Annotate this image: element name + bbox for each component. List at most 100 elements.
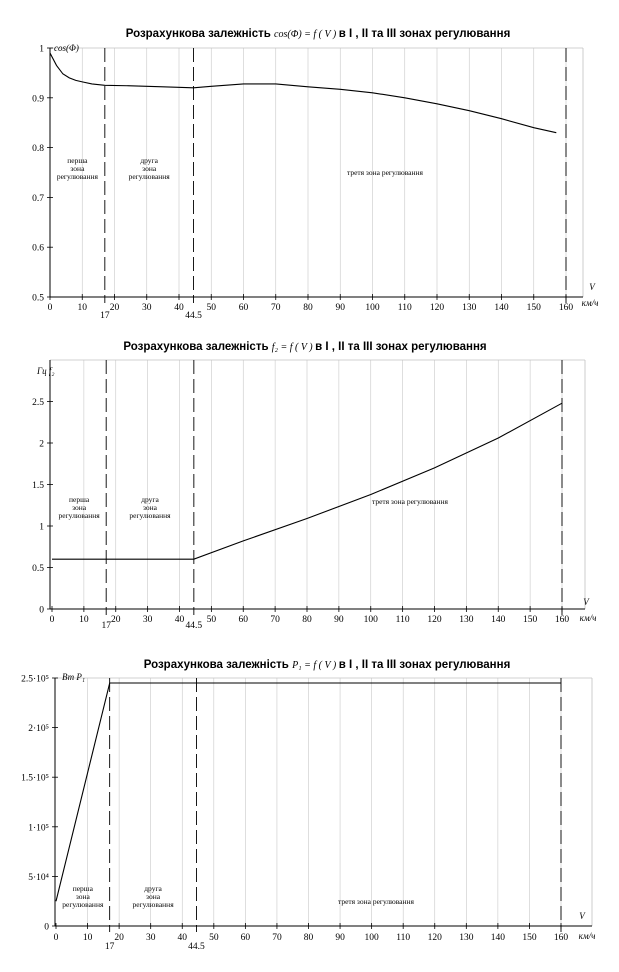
zone-label-line: друга	[144, 884, 162, 893]
zone-label-line: перша	[73, 884, 94, 893]
x-tick-label: 100	[365, 933, 380, 943]
series-line	[52, 402, 563, 560]
boundary-label: 44.5	[188, 942, 205, 952]
zone-label-line: зона	[70, 164, 85, 173]
chart-p1: Розрахункова залежність P₁ = f ( V ) в І…	[0, 640, 619, 972]
chart-title: Розрахункова залежність cos(Φ) = f ( V )…	[126, 28, 511, 40]
y-tick-label: 1	[39, 523, 44, 533]
zone-label-line: друга	[141, 495, 159, 504]
x-tick-label: 110	[398, 303, 412, 313]
chart-title: Розрахункова залежність f₂ = f ( V ) в І…	[123, 341, 486, 353]
y-axis-label: Вт P₁	[62, 672, 85, 682]
x-tick-label: 30	[146, 933, 156, 943]
y-tick-label: 2	[39, 440, 44, 450]
x-tick-label: 80	[303, 303, 313, 313]
zone-label-third: третя зона регулювання	[338, 897, 415, 906]
x-axis-label-v: V	[589, 282, 596, 292]
x-tick-label: 90	[336, 303, 346, 313]
zone-label-line: регулювання	[132, 900, 174, 909]
x-tick-label: 10	[83, 933, 93, 943]
x-tick-label: 100	[365, 303, 380, 313]
zone-label-line: зона	[143, 503, 158, 512]
title-text: Розрахункова залежність	[126, 28, 274, 40]
zone-label-third: третя зона регулювання	[347, 168, 424, 177]
zone-label-line: регулювання	[129, 511, 171, 520]
title-suffix: в І , ІІ та ІІІ зонах регулювання	[339, 28, 511, 40]
x-tick-label: 10	[78, 303, 88, 313]
y-tick-label: 0.7	[32, 194, 44, 204]
x-tick-label: 140	[491, 615, 506, 625]
x-tick-label: 140	[494, 303, 509, 313]
x-tick-label: 50	[207, 615, 217, 625]
zone-label-line: перша	[67, 156, 88, 165]
zone-label-third: третя зона регулювання	[372, 497, 449, 506]
title-text: Розрахункова залежність	[144, 659, 292, 671]
x-axis-label-unit: км/ч	[579, 931, 596, 941]
x-tick-label: 140	[491, 933, 506, 943]
x-tick-label: 20	[110, 303, 120, 313]
x-tick-label: 110	[396, 933, 410, 943]
x-tick-label: 130	[462, 303, 477, 313]
chart-svg: Розрахункова залежність f₂ = f ( V ) в І…	[32, 341, 596, 631]
y-tick-label: 5·10⁴	[28, 873, 49, 883]
series-line	[55, 682, 561, 902]
x-tick-label: 90	[334, 615, 344, 625]
x-tick-label: 70	[272, 933, 282, 943]
zone-label-line: перша	[69, 495, 90, 504]
x-tick-label: 0	[50, 615, 55, 625]
title-formula: f₂ = f ( V )	[272, 342, 315, 353]
y-tick-label: 1.5·10⁵	[21, 774, 49, 784]
x-tick-label: 150	[522, 933, 537, 943]
boundary-label: 17	[100, 311, 110, 321]
zone-label-second: друга зона регулювання	[132, 884, 174, 909]
boundary-label: 17	[105, 942, 115, 952]
zone-label-line: зона	[76, 892, 91, 901]
x-tick-label: 0	[54, 933, 59, 943]
series-line	[49, 52, 557, 134]
boundary-label: 17	[101, 621, 111, 631]
x-tick-label: 60	[239, 615, 249, 625]
chart-svg: Розрахункова залежність cos(Φ) = f ( V )…	[32, 28, 599, 321]
x-tick-label: 70	[270, 615, 280, 625]
title-formula: cos(Φ) = f ( V )	[274, 29, 339, 40]
zone-label-line: регулювання	[129, 172, 171, 181]
x-axis-label-v: V	[583, 597, 590, 607]
x-axis-label-unit: км/ч	[582, 298, 599, 308]
y-tick-label: 0.8	[32, 144, 44, 154]
zone-label-line: регулювання	[57, 172, 99, 181]
x-tick-label: 150	[527, 303, 542, 313]
chart-title: Розрахункова залежність P₁ = f ( V ) в І…	[144, 659, 511, 671]
x-tick-label: 160	[555, 615, 570, 625]
zone-label-line: друга	[140, 156, 158, 165]
x-tick-label: 120	[427, 615, 442, 625]
y-tick-label: 0.5	[32, 294, 44, 304]
y-tick-label: 0.6	[32, 244, 44, 254]
chart-svg: Розрахункова залежність P₁ = f ( V ) в І…	[21, 659, 596, 952]
y-tick-label: 2·10⁵	[28, 724, 49, 734]
title-suffix: в І , ІІ та ІІІ зонах регулювання	[315, 341, 487, 353]
x-tick-label: 150	[523, 615, 538, 625]
zone-label-line: регулювання	[62, 900, 104, 909]
y-tick-label: 1·10⁵	[28, 823, 49, 833]
x-tick-label: 50	[209, 933, 219, 943]
y-tick-label: 0.5	[32, 564, 44, 574]
y-tick-label: 2.5	[32, 398, 44, 408]
x-tick-label: 0	[48, 303, 53, 313]
x-tick-label: 30	[143, 615, 153, 625]
x-tick-label: 100	[364, 615, 379, 625]
zone-label-line: регулювання	[59, 511, 101, 520]
y-axis-label: Гц f₂	[36, 366, 55, 376]
zone-label-first: перша зона регулювання	[59, 495, 101, 520]
y-tick-label: 1.5	[32, 481, 44, 491]
x-tick-label: 90	[335, 933, 345, 943]
y-tick-label: 0	[44, 923, 49, 933]
zone-label-second: друга зона регулювання	[129, 495, 171, 520]
x-tick-label: 130	[459, 615, 474, 625]
x-axis-label-v: V	[579, 911, 586, 921]
x-tick-label: 20	[111, 615, 121, 625]
chart-cos-phi: Розрахункова залежність cos(Φ) = f ( V )…	[0, 0, 619, 330]
y-tick-label: 1	[39, 45, 44, 55]
x-tick-label: 80	[302, 615, 312, 625]
chart-f2: Розрахункова залежність f₂ = f ( V ) в І…	[0, 330, 619, 640]
x-tick-label: 110	[396, 615, 410, 625]
